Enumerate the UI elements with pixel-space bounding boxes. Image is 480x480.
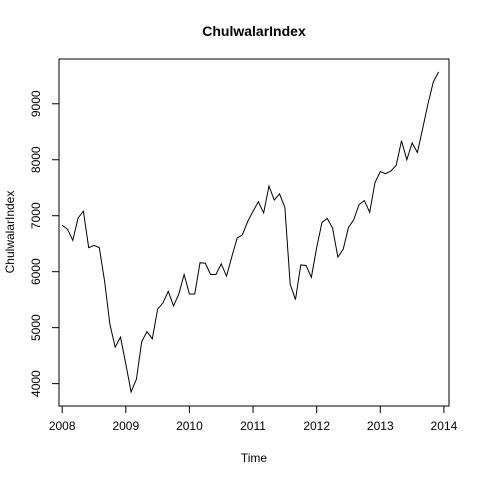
x-tick-label: 2013 (367, 419, 394, 433)
y-tick-label: 6000 (29, 258, 43, 285)
y-tick-label: 5000 (29, 314, 43, 341)
x-axis: 2008 2009 2010 2011 2012 2013 2014 (49, 405, 458, 433)
x-tick-label: 2012 (303, 419, 330, 433)
x-axis-label: Time (241, 451, 268, 465)
y-tick-label: 7000 (29, 202, 43, 229)
plot-frame (58, 58, 450, 407)
chart-title: ChulwalarIndex (202, 23, 306, 39)
y-axis: 4000 5000 6000 7000 8000 9000 (29, 90, 60, 397)
x-tick-label: 2011 (240, 419, 266, 433)
y-axis-label: ChulwalarIndex (3, 191, 17, 274)
y-tick-label: 4000 (29, 370, 43, 397)
x-tick-label: 2009 (112, 419, 139, 433)
series-line-chulwalar-index (61, 71, 440, 394)
plot-area (58, 58, 450, 407)
y-tick-label: 8000 (29, 146, 43, 173)
x-tick-label: 2014 (431, 419, 458, 433)
x-tick-label: 2010 (176, 419, 203, 433)
x-tick-label: 2008 (49, 419, 76, 433)
y-tick-label: 9000 (29, 90, 43, 117)
